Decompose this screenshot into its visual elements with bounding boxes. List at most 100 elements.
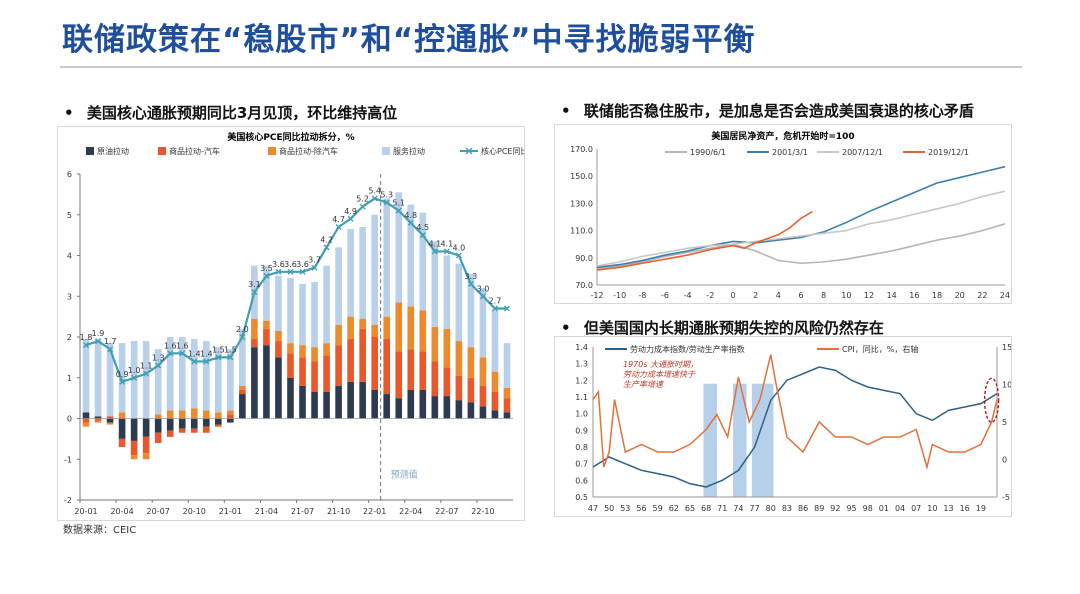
x-tick-label: 8 (821, 291, 826, 300)
bar-segment (227, 418, 234, 423)
annotation-text: 生产率增速 (623, 380, 665, 389)
bar-segment (359, 381, 366, 419)
line-point (251, 289, 258, 296)
bar-segment (395, 398, 403, 419)
bar-segment (455, 400, 463, 419)
bar-segment (299, 385, 306, 419)
bar-segment (407, 204, 415, 307)
left-y-tick-label: 1.3 (575, 360, 588, 369)
bar-segment (82, 412, 90, 419)
line-point (491, 305, 498, 312)
bullet-marker: • (561, 102, 571, 120)
bar-segment (443, 396, 451, 419)
legend-marker (465, 147, 473, 155)
line-point (239, 334, 246, 340)
bar-segment (130, 455, 138, 460)
y-tick-label: 70.0 (575, 281, 593, 290)
legend-label: CPI，同比，%，右轴 (842, 344, 918, 354)
left-y-tick-label: 0.8 (575, 443, 588, 452)
bar-segment (130, 418, 138, 441)
legend-label: 商品拉动-除汽车 (279, 146, 338, 156)
right-bottom-bullet-text: 但美国国内长期通胀预期失控的风险仍然存在 (583, 319, 884, 337)
line-point (107, 346, 114, 353)
right-y-tick-label: 15 (1002, 343, 1011, 352)
bar-segment (431, 326, 439, 362)
line-point (503, 305, 510, 312)
x-tick-label: 24 (1000, 291, 1010, 300)
bar-segment (263, 345, 270, 419)
data-label: 3.3 (465, 272, 478, 281)
line-point (167, 350, 174, 357)
data-label: 4.7 (332, 215, 345, 224)
legend-swatch (158, 147, 166, 155)
x-tick-label: 20 (955, 291, 965, 300)
x-tick-label: 21-04 (255, 507, 278, 516)
legend-swatch (382, 147, 390, 155)
bar-segment (142, 418, 150, 437)
x-tick-label: 98 (863, 504, 873, 513)
bar-segment (166, 430, 174, 437)
y-tick-label: 150.0 (570, 172, 593, 181)
data-label: 3.1 (248, 280, 261, 289)
line-point (299, 268, 306, 275)
y-tick-label: 170.0 (570, 145, 593, 154)
line-point (455, 252, 462, 259)
bar-segment (335, 345, 342, 386)
bar-segment (323, 265, 330, 344)
bar-segment (202, 410, 210, 419)
x-tick-label: 14 (887, 291, 897, 300)
bar-segment (359, 328, 366, 382)
x-tick-label: 18 (932, 291, 942, 300)
bar-segment (275, 341, 282, 358)
data-source-note: 数据来源：CEIC (63, 525, 137, 536)
x-tick-label: 86 (798, 504, 808, 513)
legend-label: 1990/6/1 (690, 148, 726, 157)
line-point (179, 350, 186, 357)
bar-segment (227, 410, 234, 415)
bar-segment (347, 316, 354, 340)
data-label: 1.4 (200, 349, 213, 358)
x-tick-label: 22-10 (471, 507, 494, 516)
bar-segment (479, 385, 487, 407)
bar-segment (106, 416, 114, 419)
x-tick-label: 68 (701, 504, 711, 513)
line-point (335, 223, 342, 230)
y-tick-label: 2 (67, 333, 72, 342)
bar-segment (503, 387, 511, 399)
bar-segment (215, 418, 222, 425)
line-point (407, 219, 414, 226)
x-tick-label: 65 (685, 504, 695, 513)
right-y-tick-label: 5 (1002, 418, 1007, 427)
line-point (227, 354, 234, 361)
bar-segment (118, 418, 126, 439)
series-line (596, 223, 1006, 270)
bullet-marker: • (561, 319, 571, 337)
bar-segment (287, 377, 294, 419)
y-tick-label: 5 (67, 211, 72, 220)
left-y-tick-label: 0.9 (575, 426, 588, 435)
bar-segment (166, 337, 174, 411)
data-label: 5.2 (356, 195, 369, 204)
bar-segment (94, 416, 102, 419)
bar-segment (347, 229, 354, 317)
x-tick-label: 01 (879, 504, 889, 513)
bar-segment (82, 422, 90, 427)
pce-chart-panel: 美国核心PCE同比拉动拆分，% 原油拉动 商品拉动-汽车 商品拉动-除汽车 服务拉动 核… (57, 126, 528, 521)
data-label: 4.5 (416, 223, 429, 232)
x-tick-label: 22 (977, 291, 987, 300)
data-label: 1.6 (176, 341, 189, 350)
x-tick-label: -4 (684, 291, 692, 300)
data-label: 0.9 (116, 370, 129, 379)
x-tick-label: 0 (730, 291, 735, 300)
left-y-tick-label: 1.2 (575, 376, 588, 385)
data-label: 3.6 (284, 260, 297, 269)
line-point (275, 268, 282, 275)
series-line (592, 354, 998, 470)
data-label: 1.7 (104, 337, 117, 346)
legend-swatch (268, 147, 276, 155)
x-tick-label: 21-01 (219, 507, 242, 516)
annotation-text: 1970s 大通胀时期， (623, 360, 698, 369)
y-tick-label: 1 (67, 374, 72, 383)
bar-segment (443, 328, 451, 368)
bar-segment (467, 273, 475, 348)
